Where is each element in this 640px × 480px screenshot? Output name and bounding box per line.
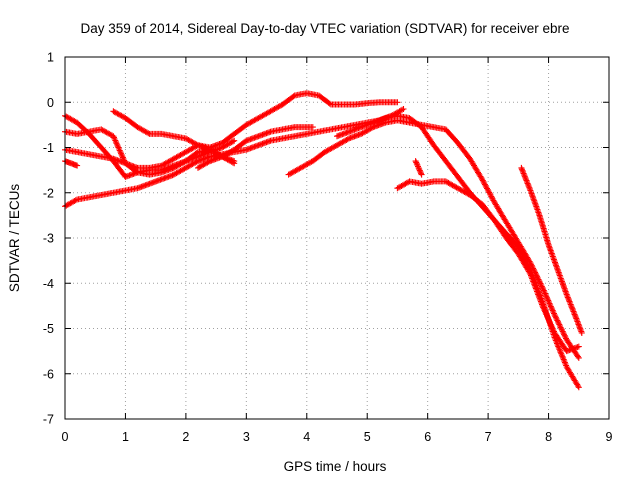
series-arc-12 <box>412 158 425 178</box>
y-tick-label: -7 <box>43 413 54 427</box>
y-tick-label: -6 <box>43 367 54 381</box>
data-series <box>62 90 585 391</box>
x-tick-label: 5 <box>364 430 371 444</box>
x-tick-label: 1 <box>122 430 129 444</box>
series-arc-9 <box>334 112 582 391</box>
series-markers <box>195 124 316 171</box>
series-arc-11 <box>518 164 585 336</box>
x-tick-label: 9 <box>606 430 613 444</box>
y-tick-label: 0 <box>47 96 54 110</box>
series-arc-6 <box>110 90 401 151</box>
axis-ticks: 0 1 2 3 4 5 6 7 8 910-1-2-3-4-5-6-7 <box>43 51 613 445</box>
y-tick-label: -1 <box>43 141 54 155</box>
x-axis-label: GPS time / hours <box>284 459 387 474</box>
x-tick-label: 3 <box>243 430 250 444</box>
y-axis-label: SDTVAR / TECUs <box>7 184 22 293</box>
y-tick-label: -4 <box>43 277 54 291</box>
chart-title: Day 359 of 2014, Sidereal Day-to-day VTE… <box>81 21 570 36</box>
series-markers <box>412 158 425 178</box>
series-markers <box>518 164 585 336</box>
series-arc-10 <box>394 178 582 355</box>
series-markers <box>285 117 582 361</box>
series-markers <box>334 112 582 391</box>
y-tick-label: -2 <box>43 186 54 200</box>
series-arc-8 <box>285 117 582 361</box>
x-tick-label: 7 <box>485 430 492 444</box>
x-tick-label: 0 <box>62 430 69 444</box>
y-tick-label: -5 <box>43 322 54 336</box>
series-arc-7 <box>195 124 316 171</box>
grid <box>65 57 609 419</box>
series-markers <box>110 90 401 151</box>
x-tick-label: 8 <box>545 430 552 444</box>
y-tick-label: 1 <box>47 51 54 65</box>
y-tick-label: -3 <box>43 232 54 246</box>
x-tick-label: 6 <box>424 430 431 444</box>
x-tick-label: 4 <box>303 430 310 444</box>
x-tick-label: 2 <box>182 430 189 444</box>
series-markers <box>394 178 582 355</box>
